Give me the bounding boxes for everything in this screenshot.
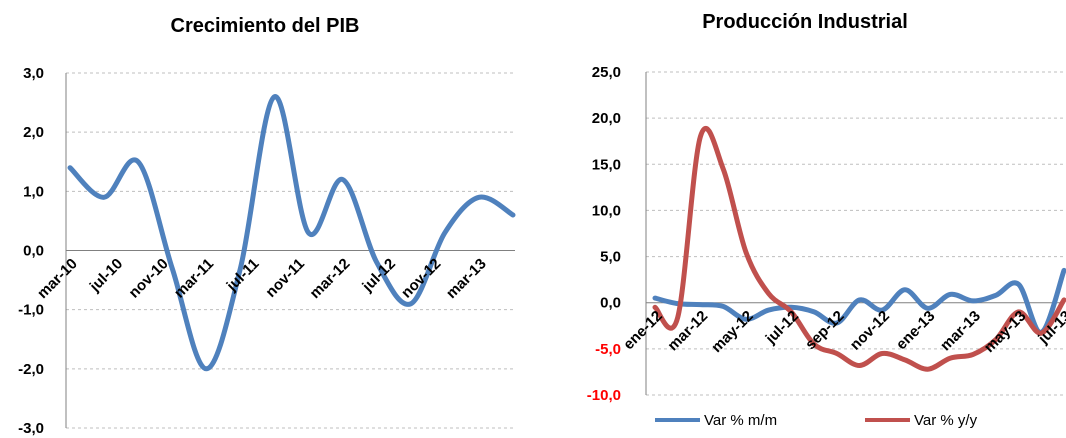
y-tick-label: -1,0 [18, 302, 44, 319]
x-tick-label: mar-12 [664, 308, 711, 355]
y-tick-label: 10,0 [592, 202, 621, 219]
y-tick-label: -2,0 [18, 361, 44, 378]
y-tick-label: 15,0 [592, 156, 621, 173]
y-tick-label: 5,0 [600, 249, 621, 266]
legend: Var % m/m Var % y/y [655, 412, 978, 429]
y-tick-label: 25,0 [592, 64, 621, 81]
x-tick-label: may-13 [981, 308, 1030, 357]
x-tick-label: mar-13 [937, 308, 984, 355]
y-tick-label: 2,0 [23, 124, 44, 141]
gdp-growth-chart: Crecimiento del PIB 3,0 2,0 1,0 0,0 -1,0 -2,0… [0, 0, 530, 438]
y-tick-label: -5,0 [595, 341, 621, 358]
series-line [67, 94, 516, 372]
x-tick-label: sep-12 [802, 308, 848, 354]
industrial-production-chart-svg: Producción Industrial Var % m/m Var % y/… [587, 11, 1066, 429]
x-tick-label: nov-11 [262, 255, 308, 301]
series-line-yy [652, 126, 1066, 372]
gdp-growth-chart-svg: Crecimiento del PIB 3,0 2,0 1,0 0,0 -1,0 -2,0… [18, 15, 516, 437]
y-tick-label: 1,0 [23, 183, 44, 200]
x-tick-label: ene-12 [620, 308, 666, 354]
x-tick-label: ene-13 [893, 308, 939, 354]
y-tick-label: 0,0 [600, 295, 621, 312]
x-tick-label: jul-12 [762, 308, 802, 348]
x-tick-label: jul-10 [86, 255, 126, 295]
x-tick-label: mar-13 [443, 255, 490, 302]
y-tick-label: 20,0 [592, 110, 621, 127]
x-tick-label: mar-12 [307, 255, 354, 302]
chart-title: Producción Industrial [702, 11, 908, 33]
x-tick-label: nov-10 [126, 255, 172, 301]
x-tick-label: mar-10 [34, 255, 81, 302]
series-line-mm [652, 267, 1066, 335]
x-tick-label: nov-12 [847, 308, 893, 354]
chart-title: Crecimiento del PIB [171, 15, 360, 37]
y-tick-label: 3,0 [23, 65, 44, 82]
industrial-production-chart: Producción Industrial Var % m/m Var % y/… [540, 0, 1066, 438]
legend-label-yy: Var % y/y [914, 412, 978, 429]
y-tick-label: -3,0 [18, 420, 44, 437]
y-tick-label: -10,0 [587, 387, 621, 404]
y-tick-label: 0,0 [23, 243, 44, 260]
legend-label-mm: Var % m/m [704, 412, 777, 429]
